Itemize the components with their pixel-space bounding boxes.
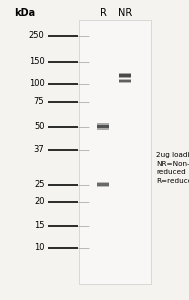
Text: 2ug loading
NR=Non-
reduced
R=reduced: 2ug loading NR=Non- reduced R=reduced <box>156 152 189 184</box>
Text: 25: 25 <box>34 180 44 189</box>
Text: 20: 20 <box>34 197 44 206</box>
Text: R: R <box>100 8 106 19</box>
Text: 50: 50 <box>34 122 44 131</box>
Bar <box>97 182 109 187</box>
Text: 150: 150 <box>29 57 44 66</box>
Bar <box>119 73 131 78</box>
Bar <box>119 80 131 82</box>
Bar <box>119 79 131 83</box>
Bar <box>97 123 109 130</box>
Text: kDa: kDa <box>14 8 35 19</box>
Bar <box>97 183 109 186</box>
Text: 250: 250 <box>29 32 44 40</box>
Text: 15: 15 <box>34 221 44 230</box>
Text: NR: NR <box>118 8 132 19</box>
Bar <box>97 125 109 128</box>
Text: 100: 100 <box>29 80 44 88</box>
Text: 37: 37 <box>34 146 44 154</box>
Text: 10: 10 <box>34 243 44 252</box>
Bar <box>79 20 151 283</box>
Bar <box>119 74 131 77</box>
Text: 75: 75 <box>34 98 44 106</box>
